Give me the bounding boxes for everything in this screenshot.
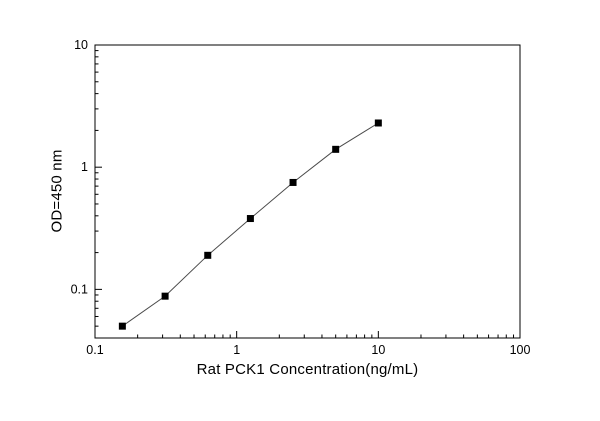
svg-text:100: 100: [510, 343, 531, 357]
svg-text:0.1: 0.1: [86, 343, 103, 357]
y-axis-ticks: 0.1 1 10: [71, 38, 102, 339]
svg-text:0.1: 0.1: [71, 282, 88, 296]
svg-text:10: 10: [74, 38, 88, 52]
svg-text:1: 1: [233, 343, 240, 357]
svg-text:10: 10: [371, 343, 385, 357]
y-axis-label: OD=450 nm: [48, 149, 66, 233]
data-points: [118, 119, 382, 330]
data-line: [122, 122, 379, 327]
plot-frame: [94, 44, 521, 339]
x-axis-ticks: 0.1 1 10 100: [86, 331, 530, 357]
svg-text:1: 1: [81, 160, 88, 174]
x-axis-label: Rat PCK1 Concentration(ng/mL): [196, 361, 419, 378]
